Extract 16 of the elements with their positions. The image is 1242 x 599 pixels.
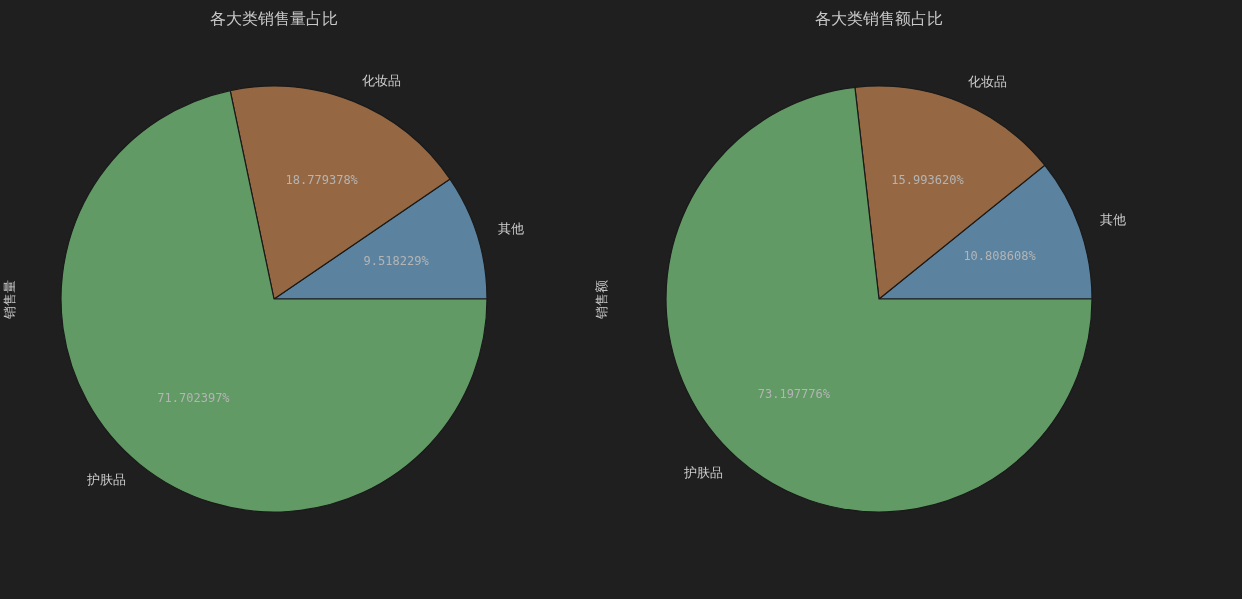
slice-label: 护肤品 — [86, 472, 127, 488]
text: 销售量 — [2, 279, 17, 320]
data-label: 71.702397% — [157, 390, 231, 405]
slice-label: 化妆品 — [361, 73, 401, 89]
slice-label: 其他 — [497, 221, 524, 237]
text: 销售额 — [594, 279, 609, 320]
data-label: 10.808608% — [963, 248, 1037, 263]
data-label: 18.779378% — [285, 172, 359, 187]
chart-title: 各大类销售额占比 — [815, 9, 943, 28]
slice-label: 护肤品 — [682, 465, 723, 481]
data-label: 15.993620% — [891, 173, 965, 188]
data-label: 9.518229% — [363, 253, 430, 268]
slice-label: 其他 — [1099, 212, 1126, 228]
chart-title: 各大类销售量占比 — [210, 9, 338, 28]
data-label: 73.197776% — [757, 386, 831, 401]
slice-label: 化妆品 — [967, 73, 1007, 89]
